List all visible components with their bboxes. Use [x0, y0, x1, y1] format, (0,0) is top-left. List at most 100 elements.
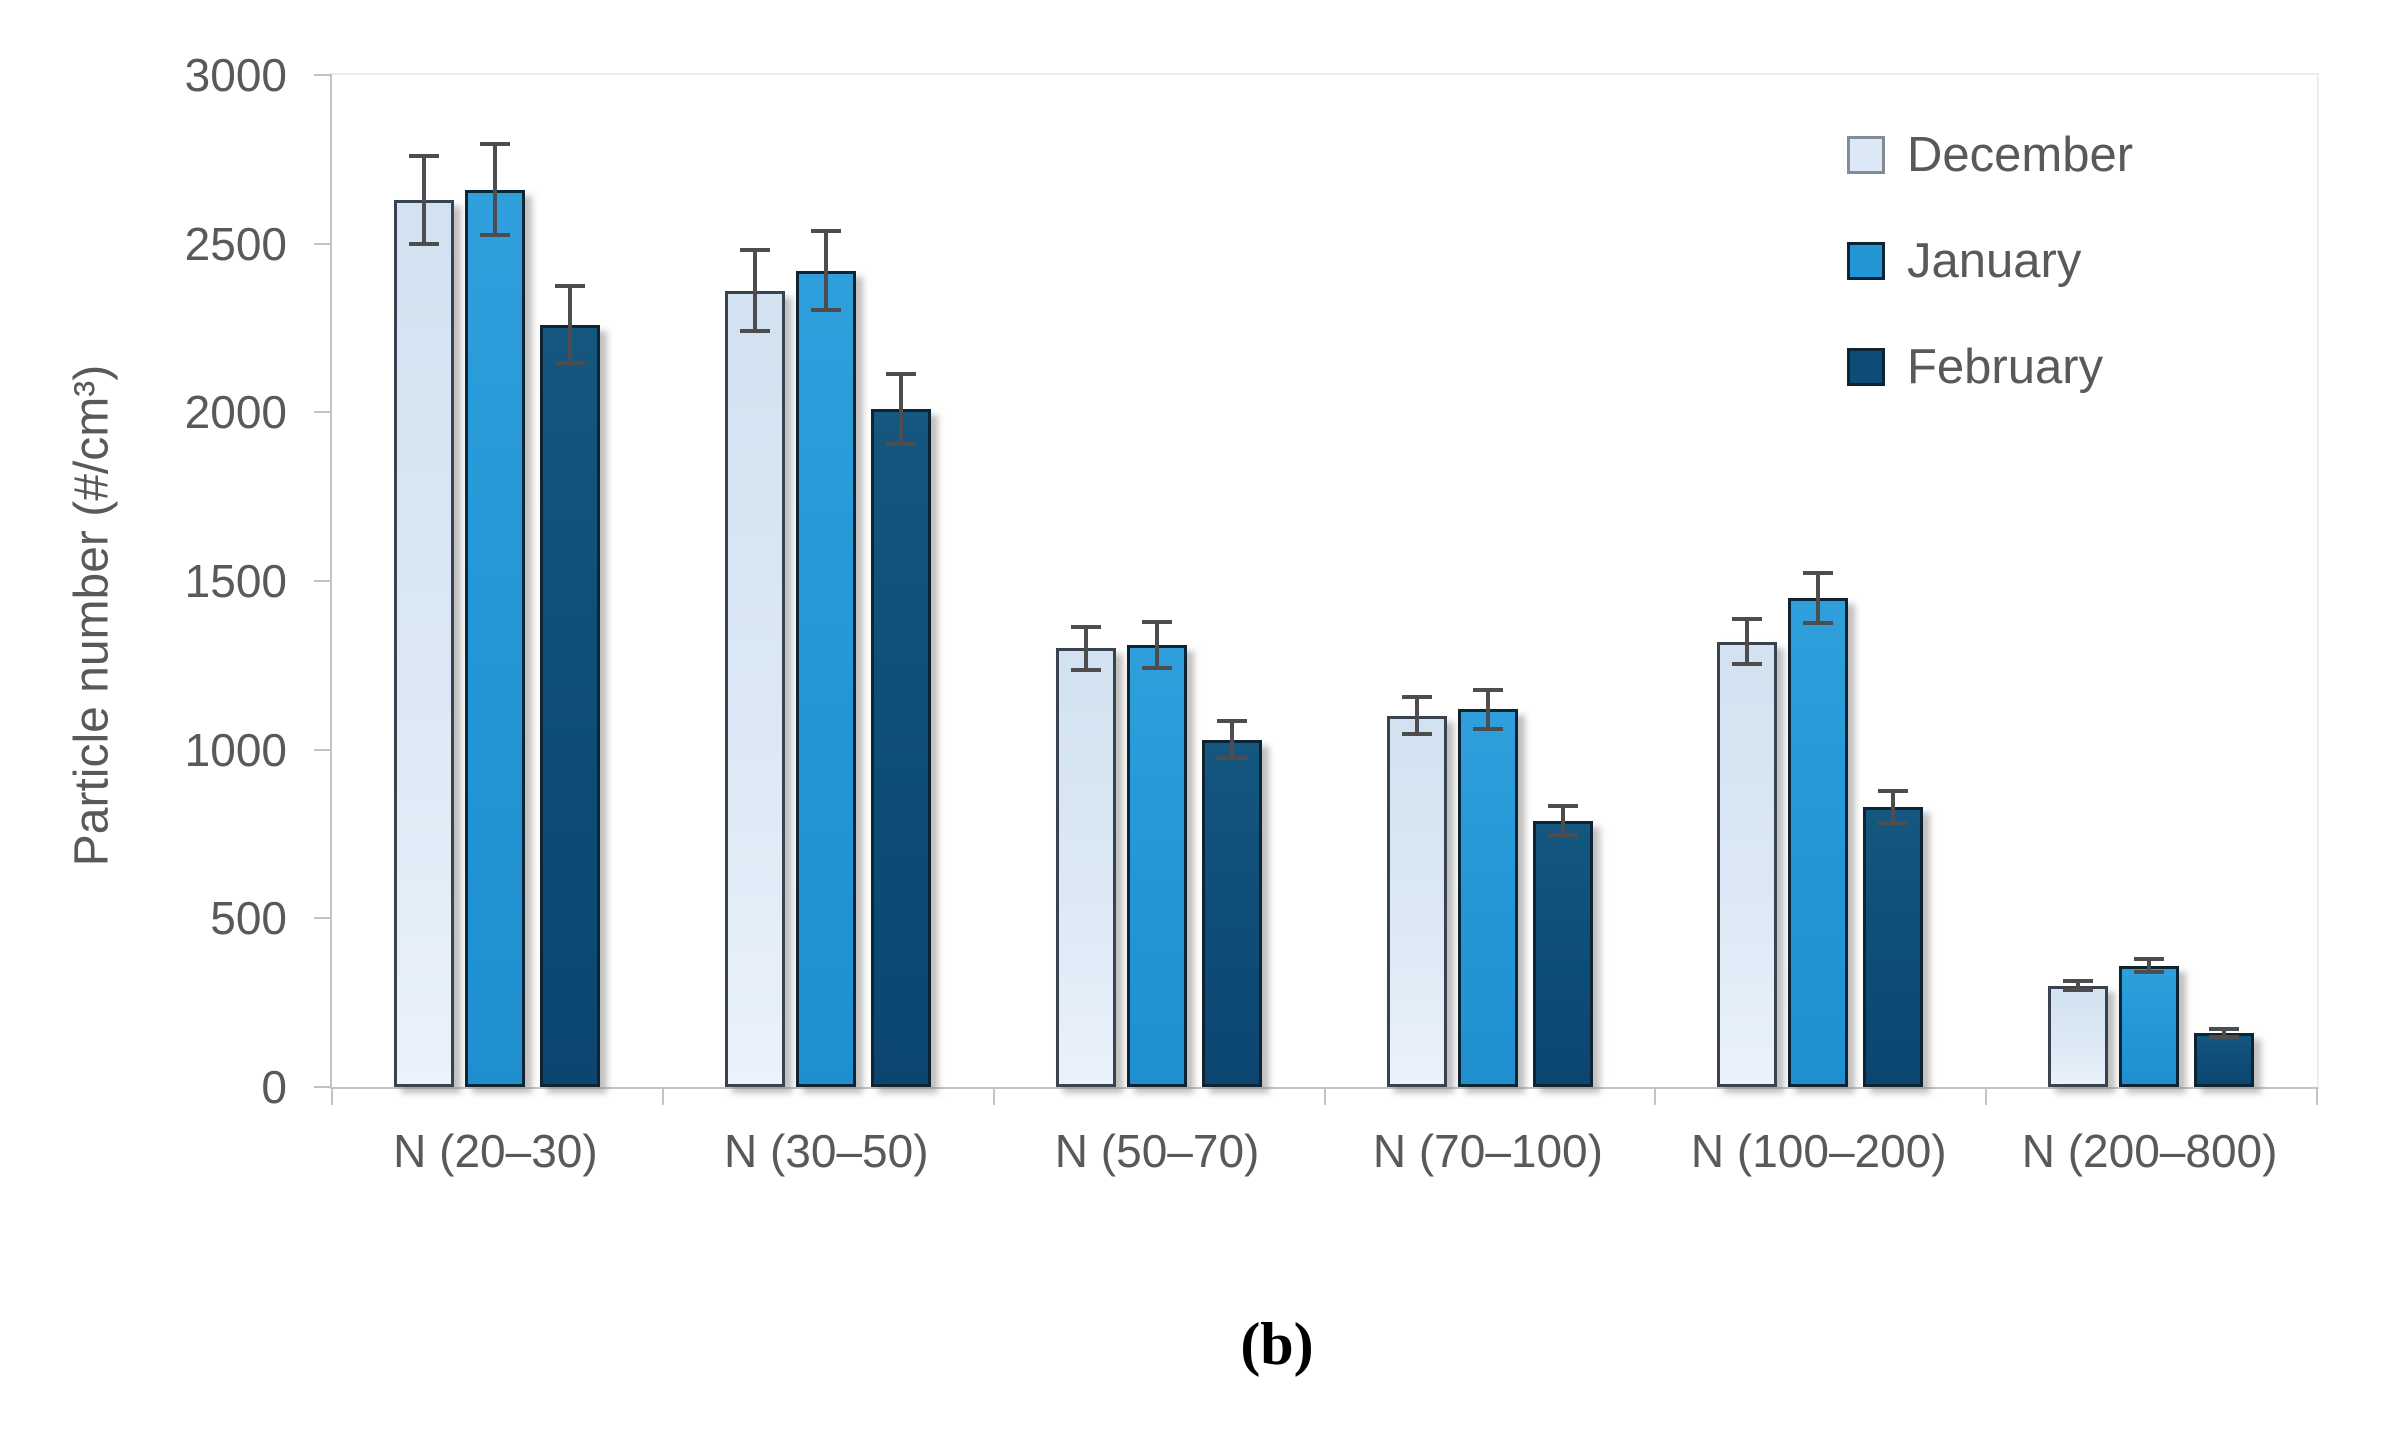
error-bar-stem: [1229, 720, 1234, 759]
legend-item-february: February: [1847, 324, 2103, 410]
y-axis-tick-label: 500: [210, 892, 287, 945]
plot-area: 0 500 1000 1500 2000 2500 3000: [185, 52, 2319, 1110]
y-axis-tick-label: 1000: [184, 723, 287, 776]
legend-label-february: February: [1907, 340, 2104, 394]
bar-december-2: [724, 290, 785, 1087]
legend-label-december: December: [1907, 128, 2134, 182]
bar-february-2: [870, 408, 931, 1087]
error-bar-stem: [422, 155, 426, 244]
bar-february-1: [540, 324, 600, 1087]
bar-january-4: [1457, 709, 1518, 1087]
error-bar-stem: [568, 285, 572, 364]
x-axis-category-label: N (20–30): [393, 1125, 598, 1177]
y-axis-tick: [314, 74, 332, 76]
bar-january-6: [2119, 965, 2180, 1087]
error-bar-cap-bottom: [480, 233, 510, 238]
error-bar-cap-top: [1803, 570, 1834, 575]
x-axis-category-label: N (100–200): [1690, 1125, 1947, 1177]
x-axis-category-label: N (50–70): [1054, 1125, 1260, 1177]
bar-february-5: [1863, 807, 1924, 1087]
legend-item-december: December: [1847, 112, 2133, 198]
bar-december-5: [1717, 641, 1778, 1087]
error-bar-cap-bottom: [1547, 833, 1578, 837]
error-bar-cap-top: [1216, 718, 1247, 723]
error-bar-stem: [823, 230, 828, 311]
error-bar-cap-bottom: [1878, 820, 1909, 825]
error-bar-stem: [2076, 981, 2081, 991]
error-bar-stem: [1414, 697, 1419, 735]
bar-january-1: [465, 189, 525, 1087]
y-axis-tick: [314, 917, 332, 920]
legend-swatch-january: [1847, 242, 1885, 280]
error-bar-cap-bottom: [739, 329, 770, 334]
bar-december-4: [1386, 715, 1447, 1087]
error-bar-cap-top: [1070, 624, 1101, 629]
error-bar-stem: [1154, 622, 1159, 668]
y-axis-tick-label: 0: [261, 1061, 287, 1113]
error-bar-cap-bottom: [555, 361, 585, 366]
error-bar-cap-top: [739, 248, 770, 253]
y-axis-tick-label: 1500: [184, 555, 287, 607]
error-bar-cap-top: [2209, 1027, 2240, 1032]
error-bar-cap-bottom: [1401, 732, 1432, 737]
x-axis-tick: [661, 1087, 664, 1105]
legend-label-january: January: [1907, 234, 2082, 288]
error-bar-cap-bottom: [2063, 988, 2094, 993]
error-bar-cap-bottom: [1803, 621, 1834, 626]
error-bar-cap-bottom: [885, 441, 916, 446]
error-bar-cap-top: [480, 142, 510, 147]
error-bar-cap-bottom: [1070, 668, 1101, 673]
error-bar-stem: [1816, 572, 1821, 624]
x-axis-category-label: N (200–800): [2021, 1125, 2278, 1177]
bar-january-2: [795, 270, 856, 1087]
error-bar-cap-top: [409, 153, 439, 158]
error-bar-cap-top: [2063, 979, 2094, 984]
x-axis-tick: [992, 1087, 995, 1105]
bar-january-5: [1788, 597, 1849, 1087]
error-bar-cap-top: [1401, 695, 1432, 700]
x-axis-tick: [1985, 1087, 1988, 1105]
error-bar-stem: [1891, 791, 1896, 823]
error-bar-stem: [2222, 1029, 2227, 1037]
error-bar-cap-bottom: [409, 241, 439, 246]
y-axis-tick: [314, 411, 332, 414]
error-bar-stem: [752, 250, 757, 332]
y-axis-tick: [314, 580, 332, 582]
y-axis-tick-label: 2000: [184, 386, 287, 439]
error-bar-cap-top: [885, 372, 916, 377]
y-axis-tick-label: 2500: [184, 217, 287, 270]
legend-swatch-december: [1847, 136, 1885, 174]
x-axis-category-label: N (70–100): [1372, 1125, 1603, 1177]
bar-december-3: [1055, 648, 1116, 1087]
error-bar-cap-bottom: [1141, 665, 1172, 670]
x-axis-tick: [2316, 1087, 2318, 1105]
legend-swatch-february: [1847, 348, 1885, 386]
x-axis-tick: [1654, 1087, 1657, 1105]
error-bar-cap-top: [2134, 957, 2165, 962]
error-bar-cap-top: [810, 228, 841, 233]
error-bar-cap-bottom: [1732, 662, 1763, 667]
bar-february-3: [1201, 739, 1262, 1087]
error-bar-stem: [493, 144, 497, 236]
bar-january-3: [1126, 645, 1187, 1087]
error-bar-cap-top: [1732, 617, 1763, 622]
error-bar-cap-bottom: [2209, 1034, 2240, 1039]
legend-item-january: January: [1847, 218, 2081, 304]
x-axis-category-label: N (30–50): [723, 1125, 929, 1177]
error-bar-stem: [898, 374, 903, 444]
figure-caption: (b): [1240, 1311, 1314, 1377]
bar-december-1: [394, 199, 454, 1087]
error-bar-stem: [1745, 619, 1750, 665]
error-bar-stem: [1560, 806, 1565, 835]
error-bar-stem: [1083, 626, 1088, 671]
x-axis-tick: [331, 1087, 333, 1105]
error-bar-cap-top: [1472, 687, 1503, 692]
error-bar-stem: [1485, 689, 1490, 729]
error-bar-cap-bottom: [2134, 969, 2165, 974]
error-bar-cap-top: [1878, 789, 1909, 794]
error-bar-cap-top: [1547, 804, 1578, 808]
x-axis-tick: [1323, 1087, 1326, 1105]
error-bar-cap-top: [1141, 620, 1172, 625]
bar-december-6: [2048, 985, 2109, 1087]
